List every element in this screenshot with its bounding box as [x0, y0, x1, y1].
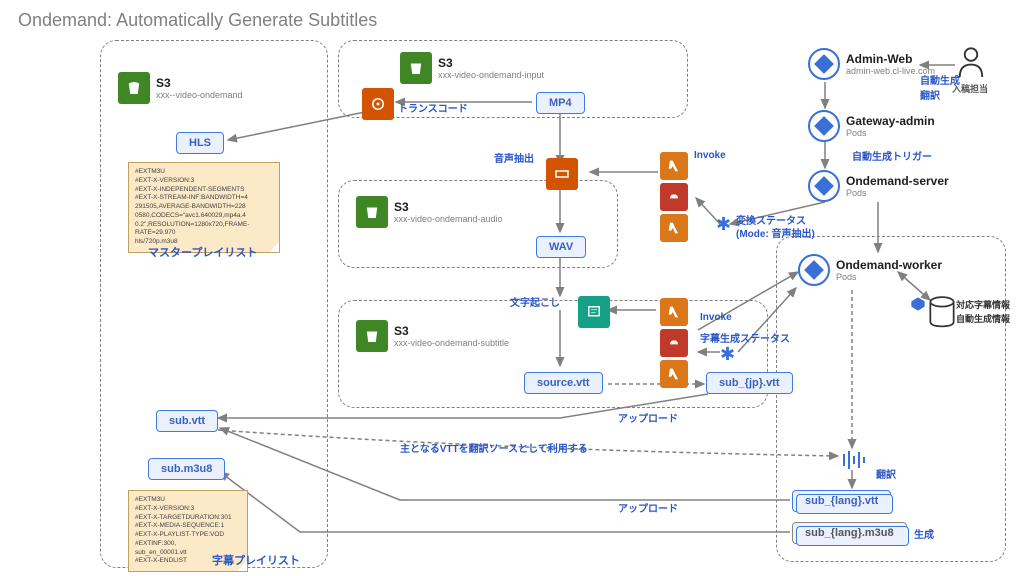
gcp-title: Gateway-admin	[846, 114, 935, 128]
label-auto-gen-trigger: 自動生成トリガー	[852, 148, 932, 163]
s3-ondemand: S3 xxx--video-ondemand	[118, 72, 243, 104]
label-generate: 生成	[914, 526, 934, 541]
gcp-sub: Pods	[846, 188, 949, 198]
pill-sub-m3u8: sub.m3u8	[148, 458, 225, 480]
gcp-admin: Admin-Web admin-web.cl-live.com	[808, 48, 935, 80]
s3-icon	[356, 196, 388, 228]
pill-mp4: MP4	[536, 92, 585, 114]
pill-sub-lang-m3u8: sub_{lang}.m3u8	[792, 522, 907, 544]
lambda-stack-mid	[660, 298, 688, 388]
gcp-icon	[808, 48, 840, 80]
label-transcode: トランスコード	[398, 100, 468, 115]
s3-sub: xxx-video-ondemand-subtitle	[394, 338, 509, 348]
gcp-icon	[808, 110, 840, 142]
lambda-stack-top	[660, 152, 688, 242]
note-master: #EXTM3U #EXT-X-VERSION:3 #EXT-X-INDEPEND…	[128, 162, 280, 253]
speech-icon	[840, 450, 868, 472]
gcp-title: Ondemand-server	[846, 174, 949, 188]
pill-sub-jp: sub_{jp}.vtt	[706, 372, 793, 394]
gcp-server: Ondemand-server Pods	[808, 170, 949, 202]
gcp-gateway: Gateway-admin Pods	[808, 110, 935, 142]
label-audio-extract: 音声抽出	[494, 150, 534, 165]
caption-sub: 字幕プレイリスト	[212, 552, 300, 568]
status-icon2: ✱	[720, 344, 735, 365]
label-db2: 自動生成情報	[956, 312, 1010, 325]
db-icon	[928, 296, 956, 328]
s3-subtitle: S3 xxx-video-ondemand-subtitle	[356, 320, 509, 352]
s3-audio: S3 xxx-video-ondemand-audio	[356, 196, 503, 228]
s3-icon	[118, 72, 150, 104]
gcp-worker: Ondemand-worker Pods	[798, 254, 942, 286]
pill-hls: HLS	[176, 132, 224, 154]
user-icon	[956, 44, 986, 80]
s3-title: S3	[156, 76, 243, 90]
label-invoke2: Invoke	[700, 312, 732, 323]
label-transcribe: 文字起こし	[510, 294, 560, 309]
s3-icon	[356, 320, 388, 352]
label-upload1: アップロード	[618, 410, 678, 425]
mediaconvert-icon	[362, 88, 394, 120]
s3-sub: xxx-video-ondemand-audio	[394, 214, 503, 224]
label-upload2: アップロード	[618, 500, 678, 515]
s3-title: S3	[438, 56, 544, 70]
cloudwatch-icon	[660, 329, 688, 357]
label-mode-audio: (Mode: 音声抽出)	[736, 225, 815, 240]
pill-wav: WAV	[536, 236, 586, 258]
label-auto-gen-trans: 自動生成 翻訳	[920, 72, 960, 102]
lambda-icon	[660, 214, 688, 242]
s3-sub: xxx--video-ondemand	[156, 90, 243, 100]
group-left	[100, 40, 328, 568]
lambda-icon	[660, 298, 688, 326]
s3-icon	[400, 52, 432, 84]
gcp-sub: Pods	[836, 272, 942, 282]
s3-title: S3	[394, 200, 503, 214]
gcp-sub: Pods	[846, 128, 935, 138]
label-main-vtt: 主となるVTTを翻訳ソースとして利用する	[400, 440, 588, 455]
lambda-icon	[660, 360, 688, 388]
s3-sub: xxx-video-ondemand-input	[438, 70, 544, 80]
pill-sub-lang-vtt: sub_{lang}.vtt	[792, 490, 891, 512]
gcp-title: Admin-Web	[846, 52, 935, 66]
label-translate: 翻訳	[876, 466, 896, 481]
label-invoke1: Invoke	[694, 150, 726, 161]
cloudwatch-icon	[660, 183, 688, 211]
s3-title: S3	[394, 324, 509, 338]
gcp-icon	[798, 254, 830, 286]
pill-source-vtt: source.vtt	[524, 372, 603, 394]
gcp-title: Ondemand-worker	[836, 258, 942, 272]
status-icon: ✱	[716, 214, 731, 235]
pill-sub-vtt: sub.vtt	[156, 410, 218, 432]
lambda-icon	[660, 152, 688, 180]
label-sub-status: 字幕生成ステータス	[700, 330, 790, 345]
audio-extract-icon	[546, 158, 578, 190]
page-title: Ondemand: Automatically Generate Subtitl…	[18, 10, 377, 31]
label-db1: 対応字幕情報	[956, 298, 1010, 311]
transcribe-icon	[578, 296, 610, 328]
s3-input: S3 xxx-video-ondemand-input	[400, 52, 544, 84]
gcp-icon	[808, 170, 840, 202]
caption-master: マスタープレイリスト	[148, 244, 257, 260]
